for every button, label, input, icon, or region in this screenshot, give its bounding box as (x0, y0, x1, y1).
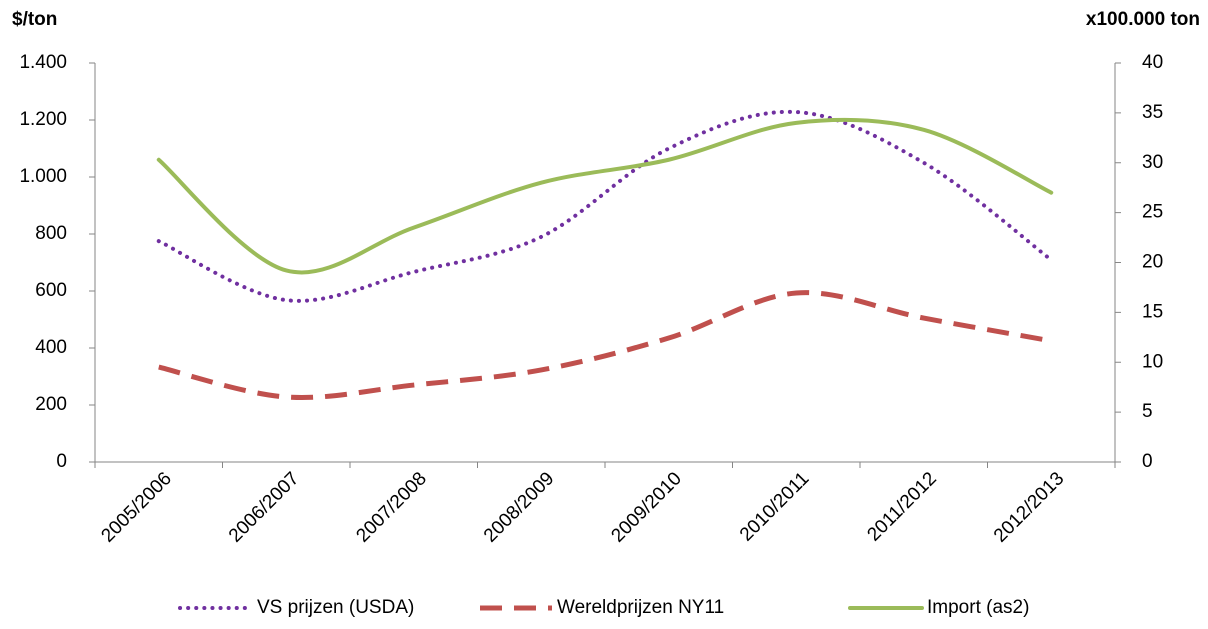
y2-tick-label: 25 (1142, 202, 1163, 223)
y2-tick-label: 15 (1142, 301, 1163, 322)
y-tick-label: 1.200 (19, 109, 67, 130)
x-tick-label: 2006/2007 (225, 468, 303, 546)
y2-tick-label: 5 (1142, 401, 1153, 422)
y-tick-label: 200 (35, 394, 67, 415)
y-axis-title: $/ton (12, 9, 57, 30)
x-tick-label: 2010/2011 (736, 468, 813, 545)
y2-tick-label: 0 (1142, 451, 1153, 472)
line-series (156, 117, 1054, 275)
line-series (158, 290, 1052, 400)
legend-label: VS prijzen (USDA) (257, 597, 414, 618)
y-tick-label: 1.000 (19, 166, 67, 187)
y-tick-label: 1.400 (19, 52, 67, 73)
y-tick-label: 800 (35, 223, 67, 244)
y-tick-label: 0 (56, 451, 67, 472)
legend-label: Import (as2) (927, 597, 1029, 618)
x-tick-label: 2008/2009 (480, 468, 558, 546)
x-tick-label: 2007/2008 (352, 468, 430, 546)
y2-tick-label: 35 (1142, 102, 1163, 123)
y2-axis-title: x100.000 ton (1086, 9, 1200, 30)
x-tick-label: 2012/2013 (990, 468, 1068, 546)
x-tick-label: 2005/2006 (97, 468, 175, 546)
x-tick-label: 2009/2010 (607, 468, 685, 546)
y2-tick-label: 30 (1142, 152, 1163, 173)
y2-tick-label: 40 (1142, 52, 1163, 73)
y-tick-label: 400 (35, 337, 67, 358)
y2-tick-label: 20 (1142, 252, 1163, 273)
legend-label: Wereldprijzen NY11 (557, 597, 724, 618)
line-series (156, 109, 1054, 303)
y2-tick-label: 10 (1142, 351, 1163, 372)
x-tick-label: 2011/2012 (863, 468, 940, 545)
y-tick-label: 600 (35, 280, 67, 301)
